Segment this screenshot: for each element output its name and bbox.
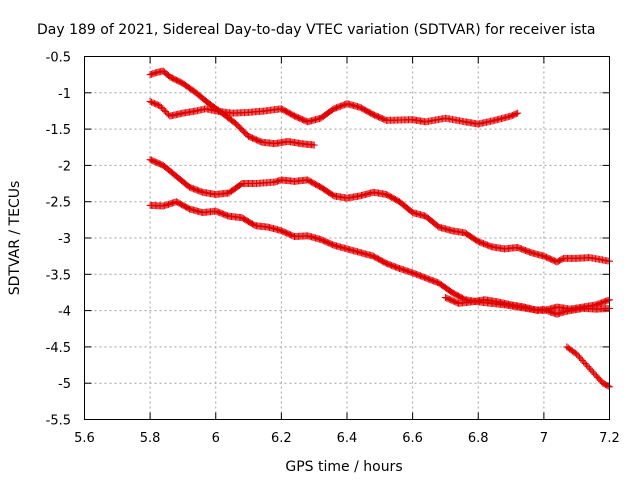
- x-tick-label: 6.4: [337, 431, 358, 446]
- y-tick-label: -2.5: [46, 196, 71, 211]
- x-tick-label: 6.6: [402, 431, 423, 446]
- x-tick-label: 6.8: [468, 431, 489, 446]
- series-track-b: [146, 98, 522, 128]
- y-tick-label: -4.5: [46, 341, 71, 356]
- data-points: [146, 67, 613, 391]
- chart-title: Day 189 of 2021, Sidereal Day-to-day VTE…: [37, 22, 595, 38]
- series-track-c: [146, 156, 613, 266]
- y-tick-label: -1.5: [46, 123, 71, 138]
- y-tick-label: -0.5: [46, 51, 71, 66]
- y-tick-label: -5.5: [46, 414, 71, 429]
- x-tick-label: 6: [212, 431, 220, 446]
- y-tick-label: -3: [58, 232, 71, 247]
- y-axis-title: SDTVAR / TECUs: [7, 181, 23, 296]
- y-tick-label: -2: [58, 159, 71, 174]
- series-track-a: [146, 67, 318, 149]
- x-tick-label: 5.6: [74, 431, 95, 446]
- y-tick-label: -4: [58, 305, 71, 320]
- data-point: [512, 110, 520, 118]
- series-track-f: [563, 343, 613, 391]
- grid-layer: [84, 56, 610, 420]
- y-tick-label: -1: [58, 87, 71, 102]
- data-point: [604, 296, 612, 304]
- x-axis-title: GPS time / hours: [285, 459, 402, 475]
- data-point: [310, 141, 318, 149]
- data-point: [604, 382, 612, 390]
- x-tick-label: 7: [540, 431, 548, 446]
- y-tick-label: -3.5: [46, 268, 71, 283]
- plot-frame: [84, 56, 610, 420]
- x-tick-label: 5.8: [140, 431, 161, 446]
- x-tick-labels: 5.6 5.8 6 6.2 6.4 6.6 6.8 7 7.2: [74, 431, 620, 446]
- x-tick-label: 7.2: [599, 431, 620, 446]
- data-point: [514, 109, 522, 117]
- x-tick-label: 6.2: [271, 431, 292, 446]
- series-track-e: [441, 294, 613, 318]
- y-tick-labels: -0.5 -1 -1.5 -2 -2.5 -3 -3.5 -4 -4.5 -5 -5.5: [46, 51, 71, 429]
- y-tick-label: -5: [58, 377, 71, 392]
